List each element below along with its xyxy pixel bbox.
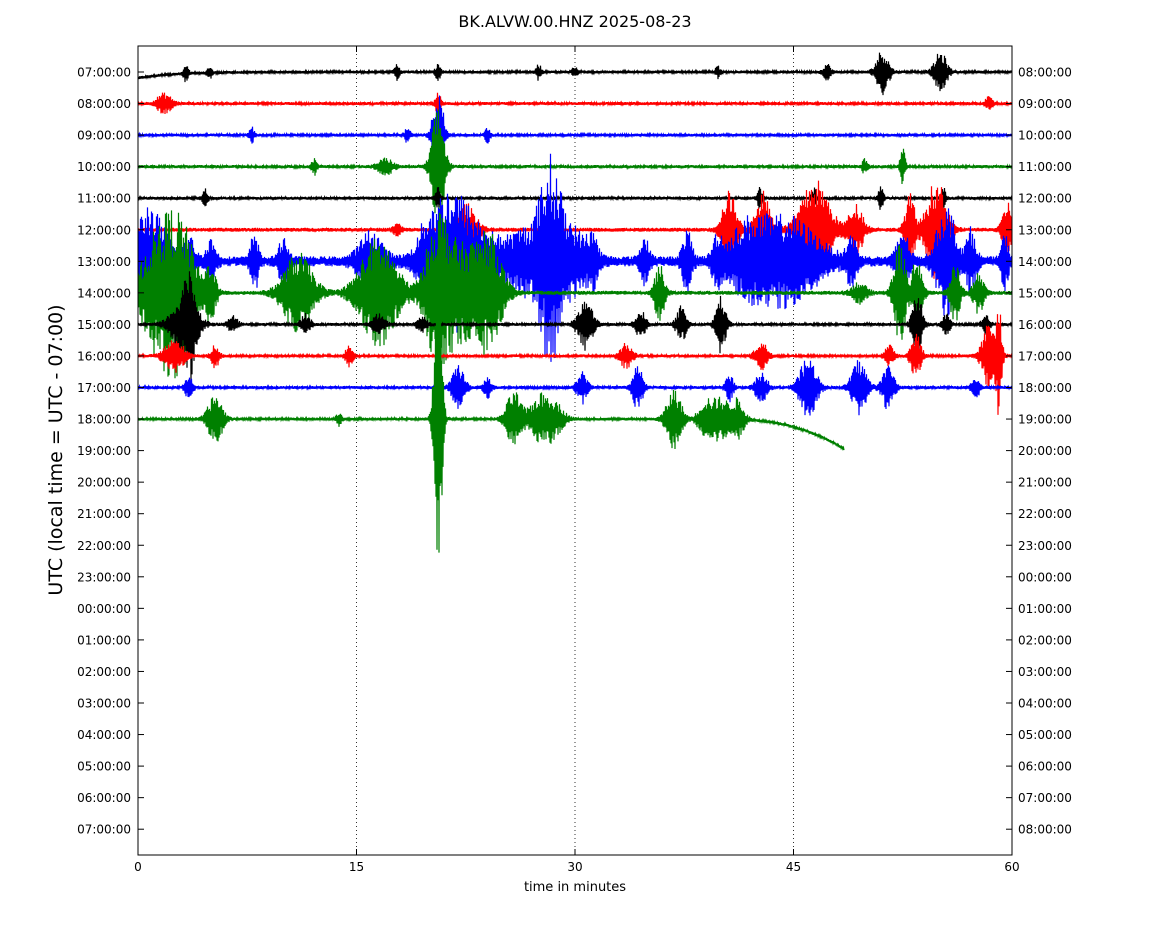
left-tick-label: 19:00:00 — [77, 444, 131, 458]
trace-row-9 — [138, 314, 1012, 415]
right-tick-label: 10:00:00 — [1018, 129, 1072, 143]
right-tick-label: 06:00:00 — [1018, 760, 1072, 774]
right-tick-label: 22:00:00 — [1018, 507, 1072, 521]
x-tick-label: 45 — [786, 860, 801, 874]
trace-row-0 — [138, 52, 1012, 96]
left-y-axis: 07:00:00 08:00:00 09:00:00 10:00:00 11:00:00… — [77, 66, 144, 837]
right-tick-label: 09:00:00 — [1018, 97, 1072, 111]
right-tick-label: 18:00:00 — [1018, 381, 1072, 395]
right-tick-label: 16:00:00 — [1018, 318, 1072, 332]
right-tick-label: 03:00:00 — [1018, 665, 1072, 679]
left-tick-label: 16:00:00 — [77, 349, 131, 363]
x-axis: 0 15 30 45 60 — [134, 46, 1020, 874]
left-tick-label: 08:00:00 — [77, 97, 131, 111]
left-tick-label: 14:00:00 — [77, 286, 131, 300]
left-tick-label: 20:00:00 — [77, 476, 131, 490]
right-tick-label: 01:00:00 — [1018, 602, 1072, 616]
right-tick-label: 00:00:00 — [1018, 570, 1072, 584]
right-tick-label: 20:00:00 — [1018, 444, 1072, 458]
left-tick-label: 11:00:00 — [77, 192, 131, 206]
left-tick-label: 10:00:00 — [77, 160, 131, 174]
trace-row-1 — [138, 92, 1012, 116]
right-tick-label: 04:00:00 — [1018, 697, 1072, 711]
left-tick-label: 13:00:00 — [77, 255, 131, 269]
right-tick-label: 02:00:00 — [1018, 633, 1072, 647]
trace-row-6 — [138, 153, 1012, 362]
trace-row-3 — [138, 109, 1012, 219]
right-tick-label: 23:00:00 — [1018, 539, 1072, 553]
right-tick-label: 21:00:00 — [1018, 476, 1072, 490]
x-tick-label: 30 — [567, 860, 582, 874]
vertical-gridlines — [356, 46, 794, 855]
right-tick-label: 14:00:00 — [1018, 255, 1072, 269]
right-tick-label: 08:00:00 — [1018, 823, 1072, 837]
right-tick-label: 13:00:00 — [1018, 223, 1072, 237]
trace-row-4 — [138, 186, 1012, 210]
left-tick-label: 21:00:00 — [77, 507, 131, 521]
right-tick-label: 12:00:00 — [1018, 192, 1072, 206]
left-tick-label: 15:00:00 — [77, 318, 131, 332]
left-tick-label: 01:00:00 — [77, 633, 131, 647]
left-tick-label: 05:00:00 — [77, 760, 131, 774]
right-tick-label: 07:00:00 — [1018, 791, 1072, 805]
trace-row-8 — [138, 271, 1012, 382]
chart-title: BK.ALVW.00.HNZ 2025-08-23 — [458, 12, 691, 31]
left-tick-label: 07:00:00 — [77, 823, 131, 837]
x-tick-label: 60 — [1004, 860, 1019, 874]
x-axis-label: time in minutes — [524, 880, 626, 895]
trace-row-2 — [138, 95, 1012, 184]
left-tick-label: 23:00:00 — [77, 570, 131, 584]
right-tick-label: 05:00:00 — [1018, 728, 1072, 742]
y-axis-label: UTC (local time = UTC - 07:00) — [45, 304, 67, 595]
trace-row-10 — [138, 360, 1012, 416]
left-tick-label: 12:00:00 — [77, 223, 131, 237]
right-tick-label: 19:00:00 — [1018, 413, 1072, 427]
left-tick-label: 03:00:00 — [77, 697, 131, 711]
left-tick-label: 17:00:00 — [77, 381, 131, 395]
right-tick-label: 17:00:00 — [1018, 349, 1072, 363]
left-tick-label: 18:00:00 — [77, 413, 131, 427]
x-tick-label: 0 — [134, 860, 142, 874]
left-tick-label: 06:00:00 — [77, 791, 131, 805]
right-y-axis: 08:00:00 09:00:00 10:00:00 11:00:00 12:00:00… — [1006, 66, 1072, 837]
trace-row-7 — [138, 210, 1012, 379]
left-tick-label: 02:00:00 — [77, 665, 131, 679]
left-tick-label: 04:00:00 — [77, 728, 131, 742]
traces — [138, 52, 1012, 553]
left-tick-label: 22:00:00 — [77, 539, 131, 553]
right-tick-label: 15:00:00 — [1018, 286, 1072, 300]
right-tick-label: 11:00:00 — [1018, 160, 1072, 174]
left-tick-label: 09:00:00 — [77, 129, 131, 143]
left-tick-label: 07:00:00 — [77, 66, 131, 80]
right-tick-label: 08:00:00 — [1018, 66, 1072, 80]
trace-row-11 — [138, 260, 845, 553]
left-tick-label: 00:00:00 — [77, 602, 131, 616]
x-tick-label: 15 — [349, 860, 364, 874]
